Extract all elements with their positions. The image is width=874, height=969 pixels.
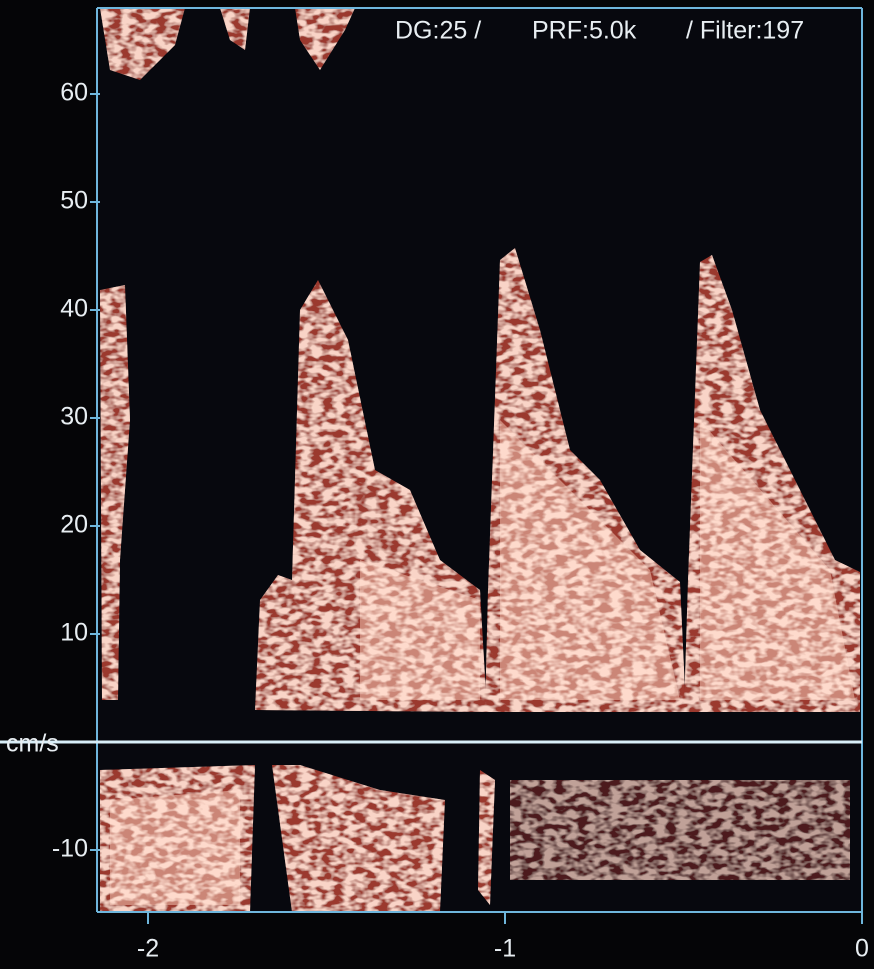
y-tick-label: -10: [52, 835, 88, 863]
y-tick-label: 60: [60, 79, 88, 107]
page: DG:25 / PRF:5.0k / Filter:197 cm/s 60 50 4…: [0, 0, 874, 969]
x-tick-label: 0: [855, 935, 869, 963]
y-tick-label: 50: [60, 187, 88, 215]
filter-label: / Filter:197: [686, 17, 804, 45]
y-tick-label: 20: [60, 511, 88, 539]
y-tick-label: 40: [60, 295, 88, 323]
doppler-spectrum: DG:25 / PRF:5.0k / Filter:197 cm/s 60 50 4…: [0, 0, 874, 969]
x-tick-label: -1: [494, 935, 516, 963]
unit-label: cm/s: [6, 730, 59, 758]
prf-label: PRF:5.0k: [532, 17, 637, 45]
y-tick-label: 10: [60, 619, 88, 647]
y-tick-label: 30: [60, 403, 88, 431]
x-tick-label: -2: [137, 935, 159, 963]
gain-label: DG:25 /: [395, 17, 481, 45]
